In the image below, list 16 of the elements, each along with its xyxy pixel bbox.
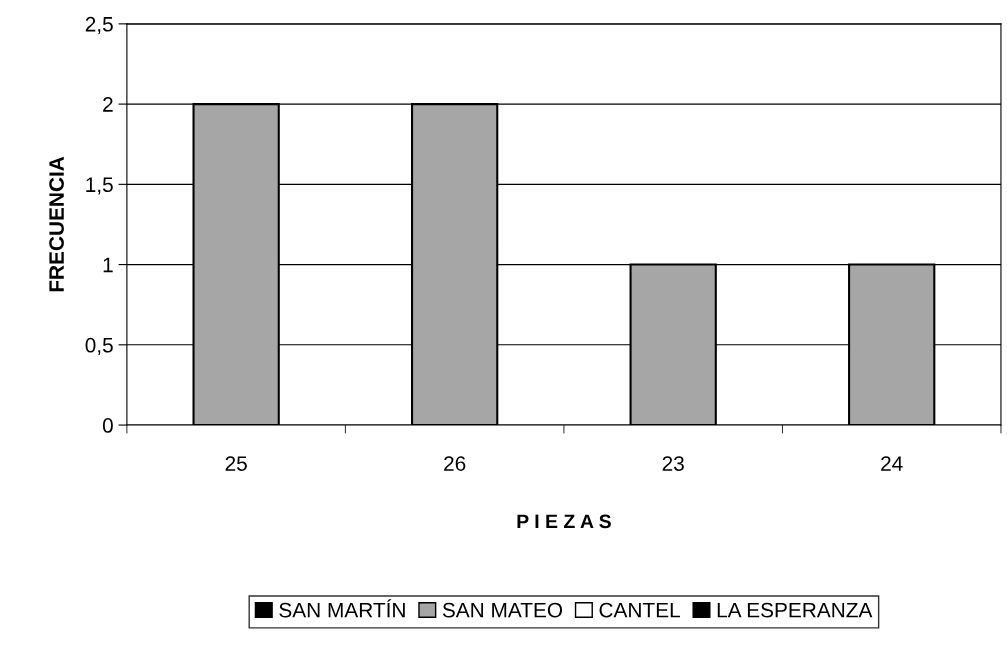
legend-label: SAN MARTÍN	[279, 599, 405, 618]
y-tick-label: 0	[102, 418, 113, 433]
y-tick-label: 1	[103, 257, 113, 273]
legend-label: LA ESPERANZA	[717, 602, 873, 618]
y-tick-label: 2,5	[85, 16, 113, 35]
x-tick-label: 23	[662, 456, 684, 471]
legend-label: SAN MATEO	[442, 602, 563, 618]
y-axis-title: FRECUENCIA	[49, 156, 64, 292]
y-tick-label: 0,5	[85, 337, 113, 356]
x-axis-title: P I E Z A S	[517, 514, 611, 529]
x-tick-label: 26	[444, 456, 466, 471]
x-tick-label: 25	[225, 456, 247, 471]
y-tick-label: 2	[103, 97, 113, 112]
legend-label: CANTEL	[599, 602, 680, 618]
y-tick-label: 1,5	[86, 177, 113, 195]
x-tick-label: 24	[881, 456, 903, 471]
